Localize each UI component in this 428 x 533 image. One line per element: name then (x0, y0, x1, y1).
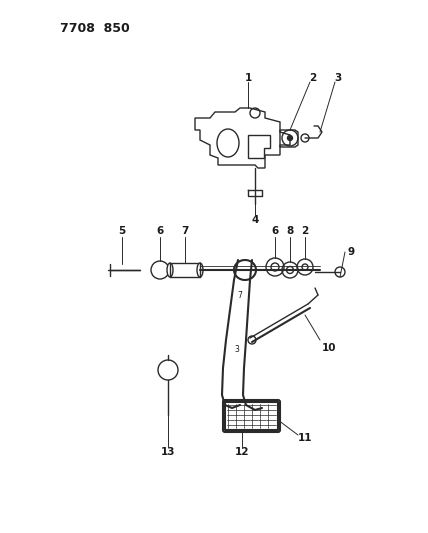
Text: 11: 11 (298, 433, 312, 443)
Ellipse shape (234, 260, 256, 280)
Text: 7708  850: 7708 850 (60, 22, 130, 35)
Text: 2: 2 (309, 73, 317, 83)
Text: 9: 9 (348, 247, 355, 257)
Text: 6: 6 (156, 226, 163, 236)
Text: 12: 12 (235, 447, 249, 457)
Ellipse shape (167, 263, 173, 277)
Text: 3: 3 (235, 345, 239, 354)
Circle shape (288, 135, 292, 141)
Text: 2: 2 (301, 226, 309, 236)
Text: 8: 8 (286, 226, 294, 236)
Text: 13: 13 (161, 447, 175, 457)
Text: 7: 7 (181, 226, 189, 236)
Text: 10: 10 (322, 343, 336, 353)
Text: 1: 1 (244, 73, 252, 83)
Text: 6: 6 (271, 226, 279, 236)
Text: 4: 4 (251, 215, 259, 225)
Text: 3: 3 (334, 73, 342, 83)
Ellipse shape (197, 263, 203, 277)
Text: 7: 7 (238, 290, 242, 300)
Text: 5: 5 (119, 226, 126, 236)
